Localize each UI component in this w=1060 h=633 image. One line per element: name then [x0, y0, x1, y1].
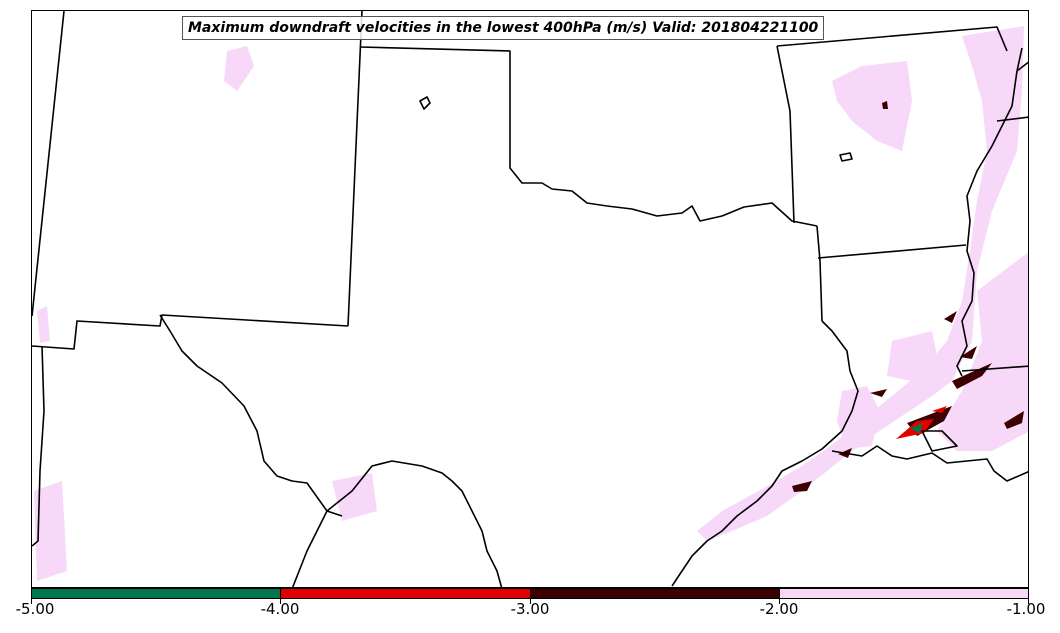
field-area-east-texas — [837, 386, 880, 449]
colorbar — [31, 588, 1029, 599]
state-line-mississippi-river — [956, 47, 1023, 377]
state-line-alabama — [1016, 61, 1028, 72]
extreme-downdraft-cells — [910, 423, 922, 433]
state-line-mississippi-east — [996, 116, 1028, 122]
field-area-rio-grande-speckle — [332, 473, 377, 521]
moderate-cell-7 — [1004, 411, 1024, 429]
colorbar-segment-weak — [778, 589, 1028, 598]
louisiana-coast — [831, 445, 1028, 482]
state-line-louisiana-east — [961, 365, 1028, 372]
moderate-cell-8 — [960, 346, 977, 359]
reservoir-arkansas — [839, 152, 853, 162]
field-area-gulf-coast — [937, 252, 1028, 451]
colorbar-segment-moderate — [529, 589, 779, 598]
field-area-west-speckle-2 — [34, 481, 67, 581]
state-line-texas-louisiana — [816, 225, 823, 322]
state-line-mexico-west — [291, 510, 328, 587]
state-line-texas-panhandle-south — [32, 314, 349, 350]
colorbar-tick — [779, 599, 780, 604]
state-line-west-edge — [32, 345, 45, 547]
louisiana-bayou-outline — [921, 430, 958, 452]
colorbar-tick-label: -5.00 — [15, 600, 55, 618]
state-line-oklahoma-north — [359, 46, 818, 227]
field-area-west-speckle-1 — [37, 306, 50, 343]
state-line-louisiana-north — [817, 244, 967, 259]
moderate-cell-5 — [870, 389, 887, 397]
lake-texoma — [419, 96, 431, 110]
moderate-cell-4 — [792, 481, 812, 492]
weak-downdraft-field — [34, 26, 1028, 581]
colorbar-tick-label: -4.00 — [260, 600, 300, 618]
boundary-lines — [32, 11, 1028, 587]
map-title: Maximum downdraft velocities in the lowe… — [182, 16, 825, 40]
colorbar-tick — [530, 599, 531, 604]
moderate-cell-3 — [944, 311, 957, 323]
colorbar-tick-label: -1.00 — [1006, 600, 1046, 618]
field-area-new-mexico-speckle — [224, 46, 254, 91]
field-area-north-louisiana — [887, 331, 937, 381]
map-canvas — [32, 11, 1028, 587]
colorbar-tick-label: -2.00 — [759, 600, 799, 618]
texas-rio-grande-border — [326, 460, 503, 587]
strong-cell-2 — [932, 406, 947, 413]
state-line-arkansas-west — [776, 45, 795, 224]
colorbar-segment-extreme — [32, 589, 281, 598]
texas-gulf-coast — [671, 320, 859, 587]
field-area-arkansas — [832, 61, 912, 151]
colorbar-segment-strong — [280, 589, 530, 598]
extreme-cell-1 — [910, 423, 922, 433]
state-line-oklahoma-panhandle-west — [347, 11, 363, 327]
colorbar-tick-label: -3.00 — [510, 600, 550, 618]
state-line-new-mexico-colorado-west — [32, 11, 65, 317]
map-panel — [31, 10, 1029, 588]
moderate-cell-9 — [882, 101, 888, 109]
state-line-new-mexico-texas-west — [159, 314, 343, 517]
colorbar-tick — [31, 599, 32, 604]
state-line-missouri-south — [776, 26, 1008, 52]
colorbar-tick — [280, 599, 281, 604]
colorbar-tick — [1028, 599, 1029, 604]
